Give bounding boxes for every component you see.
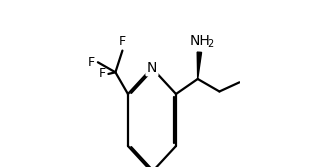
Text: F: F xyxy=(119,35,126,48)
Text: 2: 2 xyxy=(207,39,213,49)
Text: NH: NH xyxy=(190,34,211,48)
Text: N: N xyxy=(147,61,157,75)
Text: F: F xyxy=(98,67,105,80)
Text: F: F xyxy=(88,56,95,69)
Polygon shape xyxy=(197,52,202,79)
